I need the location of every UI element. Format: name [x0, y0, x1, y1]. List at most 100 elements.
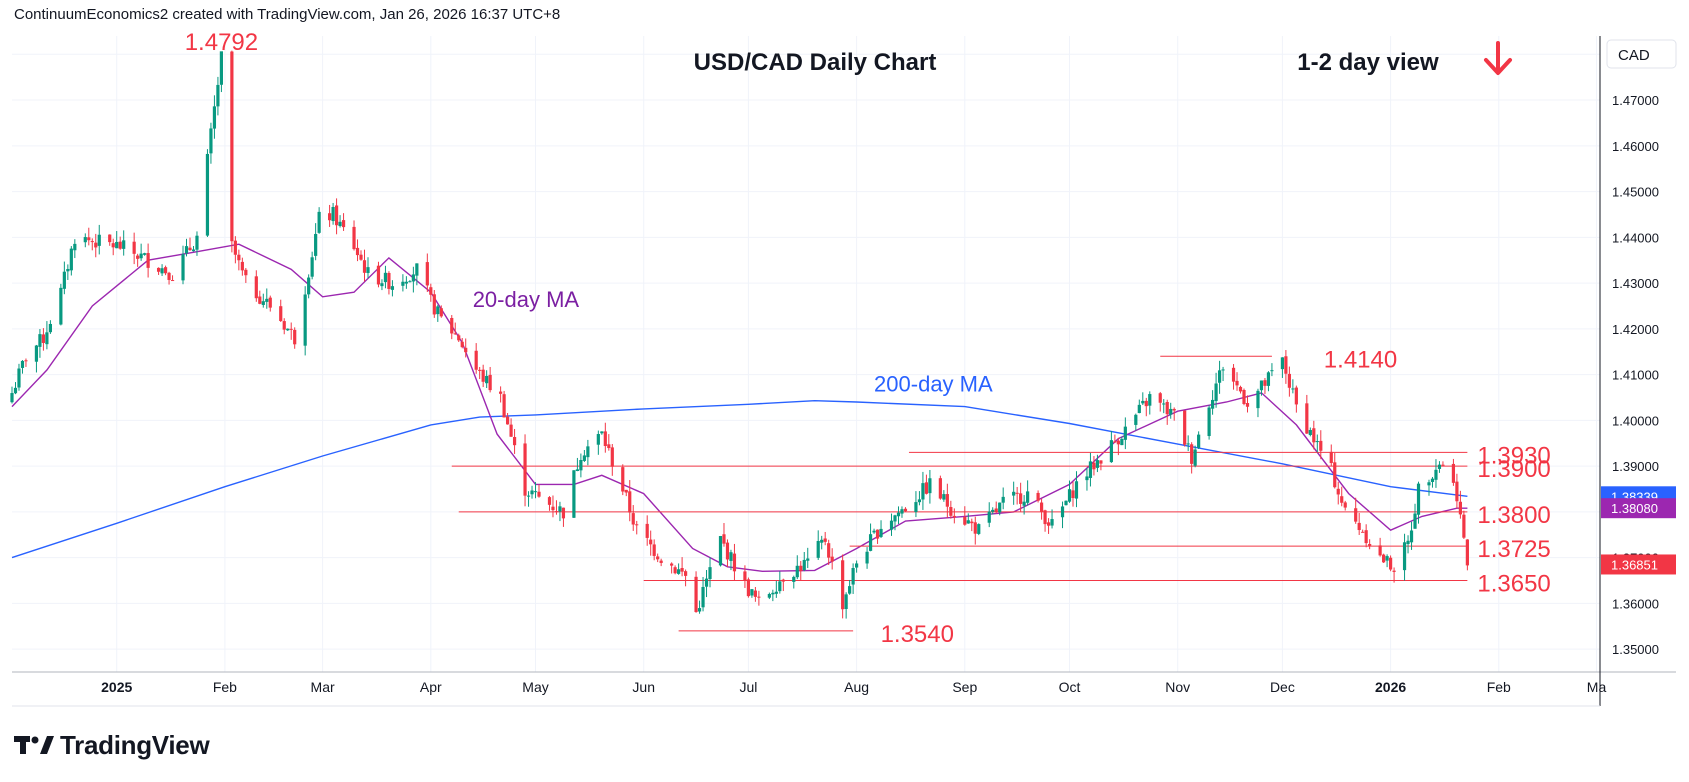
candle	[624, 489, 628, 497]
chart-subtitle: 1-2 day view	[1297, 49, 1439, 76]
candle	[1465, 539, 1469, 571]
candle	[652, 539, 656, 561]
candle	[872, 528, 876, 534]
candle	[1284, 350, 1288, 384]
candle	[621, 464, 625, 496]
candle	[1451, 458, 1456, 486]
candle	[216, 76, 220, 116]
tradingview-logo[interactable]: TradingView	[14, 730, 210, 760]
candle	[893, 514, 897, 531]
candle	[1455, 473, 1459, 509]
y-tick-label: 1.41000	[1612, 368, 1659, 383]
candle	[1319, 430, 1323, 460]
ma200-layer	[11, 399, 1468, 559]
candle	[628, 480, 632, 522]
candle	[83, 233, 87, 248]
candle	[1113, 434, 1117, 444]
candle	[499, 386, 503, 403]
ma200-line	[11, 399, 1468, 559]
y-tick-label: 1.40000	[1612, 413, 1659, 428]
candle	[328, 204, 332, 227]
candle	[649, 530, 653, 556]
candle	[355, 239, 360, 262]
candle	[816, 530, 820, 560]
level-lines	[451, 355, 1468, 632]
candle	[24, 358, 28, 367]
candle	[1095, 454, 1100, 473]
candle	[952, 508, 956, 524]
candle	[334, 198, 339, 235]
candle	[683, 569, 688, 587]
candle	[561, 507, 566, 527]
candle	[924, 474, 929, 495]
candle	[10, 386, 14, 404]
candle	[191, 245, 196, 252]
candle	[1280, 357, 1284, 378]
candle	[1430, 476, 1435, 488]
level-label: 1.3650	[1477, 570, 1550, 597]
candle	[945, 483, 949, 518]
x-tick-label: Oct	[1059, 679, 1081, 695]
candle	[896, 506, 901, 525]
candle	[1287, 366, 1291, 397]
candle	[362, 249, 367, 282]
currency-box[interactable]	[1606, 39, 1677, 69]
candle	[1238, 385, 1243, 394]
y-tick-label: 1.43000	[1612, 276, 1659, 291]
candle	[1092, 456, 1096, 476]
candle	[366, 257, 370, 279]
candle	[865, 547, 869, 569]
candle	[851, 563, 855, 594]
candle	[778, 571, 782, 594]
candle	[411, 266, 415, 293]
candle	[404, 276, 408, 289]
candle	[13, 382, 18, 395]
candle	[314, 223, 318, 261]
candle	[963, 506, 967, 526]
candle	[600, 431, 604, 435]
candle	[1074, 471, 1079, 508]
candle	[753, 586, 757, 602]
candle	[1158, 391, 1162, 412]
candle	[1378, 537, 1382, 557]
candle	[1441, 461, 1445, 466]
candle	[279, 299, 283, 322]
candle	[1458, 490, 1462, 519]
candle	[697, 600, 702, 614]
candle	[547, 496, 552, 511]
currency-label: CAD	[1618, 47, 1650, 64]
x-tick-label: Aug	[844, 679, 869, 695]
candle	[572, 470, 576, 519]
tradingview-logo-icon	[14, 736, 54, 754]
candle	[293, 327, 297, 349]
candle	[163, 265, 168, 276]
candle	[855, 560, 859, 573]
candle	[827, 539, 831, 565]
candle	[718, 535, 723, 567]
x-tick-label: Sep	[952, 679, 977, 695]
candle	[244, 268, 248, 283]
candle	[415, 263, 419, 286]
candle	[512, 428, 517, 454]
candle	[195, 231, 199, 256]
candle	[205, 149, 210, 237]
candle	[1039, 498, 1044, 520]
candle	[694, 571, 698, 613]
candle	[1242, 388, 1246, 406]
candle	[481, 364, 485, 388]
candle	[551, 495, 555, 518]
candle	[478, 367, 482, 380]
candle	[558, 501, 562, 522]
candle	[1137, 399, 1141, 414]
candle	[1019, 482, 1023, 512]
candle	[1060, 501, 1065, 529]
candle	[523, 434, 527, 507]
candle	[582, 449, 586, 462]
candle	[59, 283, 63, 326]
candle	[307, 274, 311, 299]
candle	[820, 535, 824, 550]
candle	[991, 507, 995, 515]
candle	[1266, 371, 1271, 392]
candle	[352, 220, 356, 251]
